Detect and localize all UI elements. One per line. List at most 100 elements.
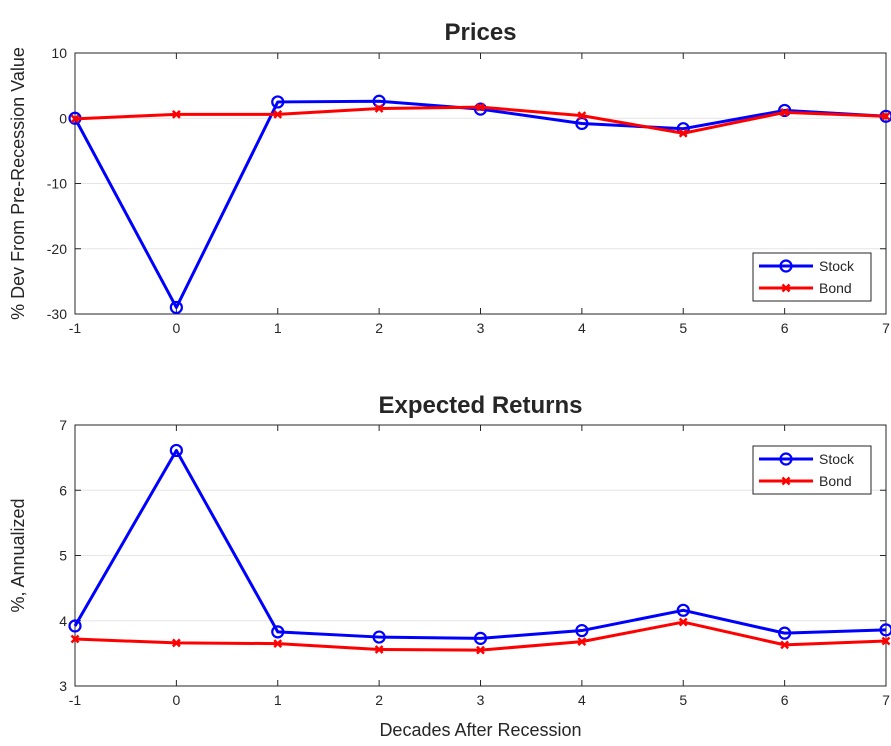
stock-point xyxy=(473,631,488,645)
legend-marker-stroke xyxy=(781,476,791,486)
x-tick-label: 3 xyxy=(477,692,485,708)
x-tick-label: 0 xyxy=(172,692,180,708)
y-axis-label: % Dev From Pre-Recession Value xyxy=(8,47,28,320)
stock-point xyxy=(372,630,386,644)
x-tick-label: 3 xyxy=(477,320,485,336)
bond-point-stroke xyxy=(577,111,587,121)
y-tick-label: 3 xyxy=(59,678,67,694)
bond-point xyxy=(273,109,283,119)
legend-item-stock: Stock xyxy=(759,451,855,467)
legend: Stock Bond xyxy=(752,445,872,495)
legend-item-bond: Bond xyxy=(759,473,852,489)
x-tick-label: 7 xyxy=(882,320,890,336)
x-tick-label: 5 xyxy=(679,692,687,708)
stock-point xyxy=(575,116,589,131)
bond-point xyxy=(577,637,587,647)
chart-title: Prices xyxy=(444,19,516,46)
chart-title: Expected Returns xyxy=(378,392,582,419)
bond-point-stroke xyxy=(70,114,80,124)
stock-point xyxy=(271,95,285,109)
y-tick-label: 6 xyxy=(59,482,67,498)
y-tick-label: 7 xyxy=(59,417,67,433)
bond-point-stroke xyxy=(881,636,891,646)
x-tick-label: 5 xyxy=(679,320,687,336)
bond-point xyxy=(881,111,891,121)
bond-point-stroke xyxy=(780,640,790,650)
legend-box xyxy=(752,252,872,302)
y-tick-label: -20 xyxy=(47,241,67,257)
x-tick-label: 7 xyxy=(882,692,890,708)
legend-marker xyxy=(781,283,791,293)
bond-point xyxy=(476,102,485,112)
bond-point-stroke xyxy=(476,102,485,112)
series-bond xyxy=(70,617,891,655)
legend-marker xyxy=(779,452,793,466)
y-tick-label: 10 xyxy=(51,45,67,61)
legend-marker-stroke xyxy=(781,283,791,293)
bond-point-stroke xyxy=(374,104,384,113)
x-tick-label: 4 xyxy=(578,692,586,708)
bond-point-stroke xyxy=(881,111,891,121)
legend-label: Stock xyxy=(819,451,855,467)
bond-point xyxy=(273,639,283,648)
bond-point-stroke xyxy=(780,107,790,117)
bond-point xyxy=(70,114,80,124)
bond-point xyxy=(70,634,80,644)
y-tick-label: -30 xyxy=(47,306,67,322)
legend: Stock Bond xyxy=(752,252,872,302)
stock-point xyxy=(169,300,183,315)
bond-point-stroke xyxy=(273,639,283,648)
bond-point xyxy=(678,128,688,138)
legend-label: Bond xyxy=(819,473,852,489)
bond-point-stroke xyxy=(273,109,283,119)
legend-item-bond: Bond xyxy=(759,280,852,296)
stock-point xyxy=(879,623,891,637)
bond-point xyxy=(881,636,891,646)
bond-point xyxy=(171,638,181,648)
bond-point xyxy=(374,104,384,113)
bond-point xyxy=(780,107,790,117)
x-tick-label: 0 xyxy=(172,320,180,336)
bond-point xyxy=(780,640,790,650)
stock-point xyxy=(575,623,589,638)
bond-point xyxy=(678,617,688,627)
stock-point xyxy=(676,603,690,617)
legend-item-stock: Stock xyxy=(759,258,855,274)
x-tick-label: 2 xyxy=(375,692,383,708)
x-tick-label: 6 xyxy=(781,692,789,708)
x-tick-label: 4 xyxy=(578,320,586,336)
x-tick-label: -1 xyxy=(69,692,82,708)
x-tick-label: 1 xyxy=(274,320,282,336)
stock-point xyxy=(778,626,792,640)
bond-point-stroke xyxy=(171,638,181,648)
bond-point-stroke xyxy=(374,645,384,654)
y-tick-label: -10 xyxy=(47,176,67,192)
bond-point-stroke xyxy=(678,617,688,627)
bond-point-stroke xyxy=(476,645,485,655)
bond-point-stroke xyxy=(678,128,688,138)
y-tick-label: 4 xyxy=(59,613,67,629)
legend-label: Stock xyxy=(819,258,855,274)
stock-point xyxy=(169,443,183,458)
legend-marker xyxy=(781,476,791,486)
stock-line xyxy=(73,448,887,640)
x-axis-label: Decades After Recession xyxy=(379,720,581,740)
x-tick-label: -1 xyxy=(69,320,82,336)
bond-point xyxy=(476,645,485,655)
stock-line xyxy=(73,99,887,309)
legend-label: Bond xyxy=(819,280,852,296)
bond-point xyxy=(374,645,384,654)
bond-point-stroke xyxy=(577,637,587,647)
series-stock xyxy=(68,443,891,645)
legend-marker xyxy=(779,259,793,273)
bond-point xyxy=(171,109,181,119)
bond-point-stroke xyxy=(70,634,80,644)
bond-point-stroke xyxy=(171,109,181,119)
stock-point xyxy=(68,619,82,633)
y-tick-label: 5 xyxy=(59,548,67,564)
stock-point xyxy=(778,103,792,118)
y-tick-label: 0 xyxy=(59,110,67,126)
